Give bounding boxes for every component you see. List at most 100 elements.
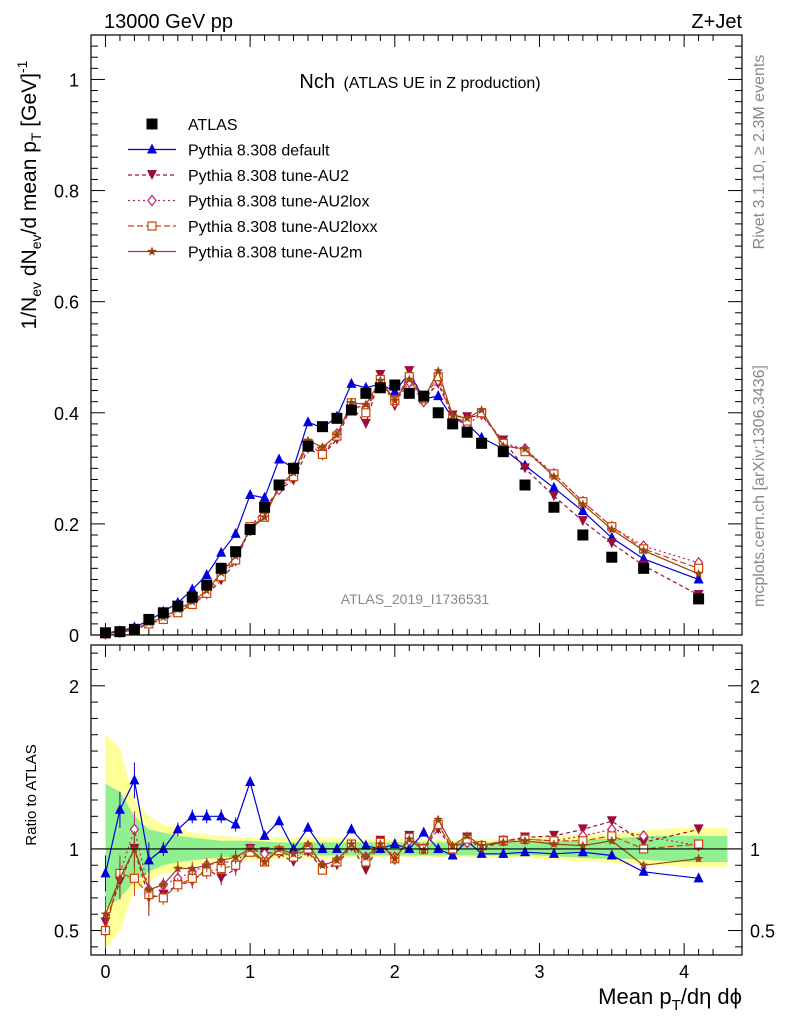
ratio-point-au2m (693, 853, 704, 863)
ratio-point-default (317, 842, 328, 853)
ratio-point-default (520, 846, 530, 857)
legend-marker-au2loxx (147, 221, 157, 231)
point-atlas (99, 627, 111, 639)
ratio-point-au2m (390, 853, 400, 863)
point-default (230, 527, 241, 538)
y-tick-label-ratio: 2 (69, 677, 79, 697)
ratio-point-au2m (549, 839, 559, 849)
ratio-point-au2m (288, 848, 299, 858)
point-atlas (302, 440, 314, 452)
ratio-point-au2loxx (129, 873, 139, 883)
point-au2loxx (361, 408, 371, 418)
point-au2 (548, 491, 559, 502)
ratio-point-default (245, 776, 256, 787)
y-tick-label-ratio-right: 0.5 (750, 922, 775, 942)
point-atlas (215, 562, 227, 574)
ratio-point-default (274, 815, 285, 826)
point-atlas (288, 462, 300, 474)
ratio-point-au2m (419, 845, 429, 855)
ratio-point-au2m (115, 873, 125, 883)
ratio-point-au2m (607, 835, 617, 845)
y-tick-label-main: 0 (69, 626, 79, 646)
y-tick-label-main: 1 (69, 70, 79, 90)
ratio-point-au2 (693, 824, 704, 835)
y-axis-label-main: 1/Nev dNev/d mean pT [GeV]-1 (14, 60, 44, 329)
ratio-point-au2loxx (173, 880, 183, 890)
ratio-point-default (360, 839, 371, 850)
point-atlas (418, 390, 430, 402)
y-tick-label-main: 0.6 (54, 293, 79, 313)
point-default (187, 583, 198, 594)
point-atlas (244, 523, 256, 535)
legend-label-au2loxx: Pythia 8.308 tune-AU2loxx (188, 219, 377, 236)
ratio-point-au2m (447, 840, 458, 850)
ratio-point-au2m (173, 863, 183, 873)
y-tick-label-ratio: 0.5 (54, 922, 79, 942)
legend-label-au2m: Pythia 8.308 tune-AU2m (188, 245, 362, 262)
point-au2 (360, 418, 371, 429)
ratio-point-default (230, 818, 241, 829)
point-au2 (404, 366, 415, 377)
point-au2 (606, 538, 617, 549)
mcplots-label: mcplots.cern.ch [arXiv:1306.3436] (751, 365, 768, 607)
point-atlas (497, 446, 509, 458)
point-default (433, 390, 444, 401)
y-tick-label-ratio-right: 1 (750, 840, 760, 860)
ratio-point-default (346, 823, 357, 834)
point-default (389, 385, 400, 396)
y-axis-label-ratio: Ratio to ATLAS (23, 744, 40, 845)
point-atlas (143, 613, 155, 625)
ratio-point-au2m (498, 837, 509, 847)
header-left: 13000 GeV pp (104, 11, 233, 33)
legend-label-au2lox: Pythia 8.308 tune-AU2lox (188, 194, 369, 211)
ratio-point-default (606, 849, 617, 860)
ratio-line-au2m (104, 818, 699, 915)
ratio-point-au2m (520, 835, 530, 845)
point-atlas (447, 418, 459, 430)
ratio-point-au2m (361, 852, 371, 862)
point-atlas (693, 593, 705, 605)
point-default (577, 505, 588, 516)
ratio-point-default (187, 810, 198, 821)
point-au2m (693, 568, 704, 578)
ratio-point-au2m (433, 814, 443, 824)
point-atlas (172, 600, 184, 612)
rivet-label: Rivet 3.1.10, ≥ 2.3M events (751, 55, 768, 250)
ratio-point-au2m (462, 830, 472, 840)
point-atlas (157, 607, 169, 619)
ratio-point-default (201, 810, 212, 821)
y-tick-label-main: 0.4 (54, 404, 79, 424)
ratio-point-au2m (303, 839, 313, 849)
point-default (638, 552, 649, 563)
point-au2m (476, 405, 487, 414)
x-axis-label: Mean pT/dη dϕ (598, 984, 742, 1014)
x-tick-label: 2 (390, 962, 400, 982)
ratio-point-au2m (476, 840, 487, 850)
ratio-point-au2m (578, 840, 588, 850)
ratio-point-default (404, 842, 415, 853)
ratio-point-au2m (187, 863, 197, 873)
x-tick-label: 4 (679, 962, 689, 982)
ratio-point-au2 (577, 824, 588, 835)
ratio-frame (90, 644, 743, 956)
x-tick-label: 1 (245, 962, 255, 982)
ratio-point-default (303, 821, 313, 832)
ratio-point-au2m (375, 839, 386, 849)
point-au2m (549, 471, 559, 481)
point-au2m (578, 499, 588, 509)
ratio-point-default (548, 847, 559, 858)
point-au2 (520, 463, 530, 474)
plot-title-main: Nch (299, 71, 335, 93)
ratio-point-default (143, 854, 154, 865)
ratio-point-default (638, 865, 649, 876)
y-tick-label-ratio-right: 2 (750, 677, 760, 697)
point-atlas (316, 421, 328, 433)
ratio-point-au2loxx (693, 839, 704, 849)
point-atlas (273, 479, 285, 491)
ratio-point-au2m (346, 839, 357, 849)
point-atlas (186, 591, 198, 603)
point-atlas (476, 437, 488, 449)
ratio-point-default (158, 842, 169, 853)
ratio-point-au2m (230, 852, 241, 862)
